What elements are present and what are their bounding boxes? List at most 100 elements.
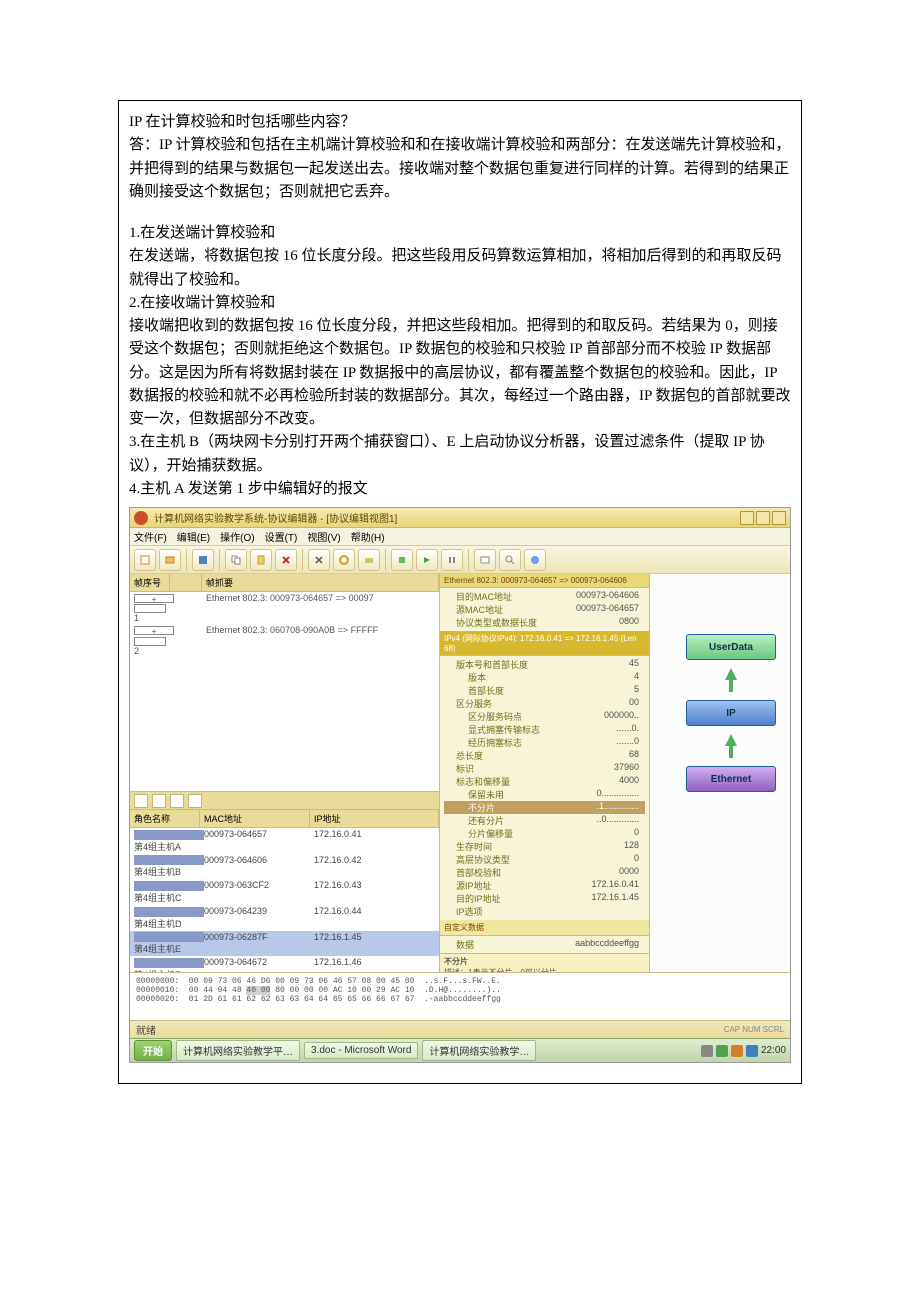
tree-item[interactable]: 保留未用0............... [444, 788, 645, 801]
tree-item[interactable]: IP选项 [444, 905, 645, 918]
toolbar-btn[interactable] [416, 549, 438, 571]
tree-item[interactable]: 经历拥塞标志.......0 [444, 736, 645, 749]
min-button[interactable] [740, 511, 754, 525]
tree-item[interactable]: 显式拥塞传输标志......0. [444, 723, 645, 736]
menu-help[interactable]: 帮助(H) [351, 529, 385, 544]
eth-header: Ethernet 802.3: 000973-064657 => 000973-… [440, 574, 649, 588]
protocol-tree: Ethernet 802.3: 000973-064657 => 000973-… [440, 574, 650, 972]
tray-icon[interactable] [746, 1045, 758, 1057]
tree-item[interactable]: 生存时间128 [444, 840, 645, 853]
host-row[interactable]: 第4组主机C000973-063CF2172.16.0.43 [130, 879, 439, 905]
host-btn[interactable] [134, 794, 148, 808]
tray-icon[interactable] [731, 1045, 743, 1057]
tree-item[interactable]: 不分片.1.............. [444, 801, 645, 814]
step4: 4.主机 A 发送第 1 步中编辑好的报文 [129, 478, 791, 501]
app-screenshot: 计算机网络实验教学系统-协议编辑器 - [协议编辑视图1] 文件(F) 编辑(E… [129, 507, 791, 1063]
tree-item[interactable]: 协议类型或数据长度0800 [444, 616, 645, 629]
host-toolbar [130, 792, 439, 810]
toolbar-btn[interactable] [499, 549, 521, 571]
menu-set[interactable]: 设置(T) [265, 529, 298, 544]
tree-item[interactable]: 版本4 [444, 671, 645, 684]
task-item[interactable]: 计算机网络实验教学平… [176, 1040, 300, 1061]
host-row[interactable]: 第4组主机E000973-06287F172.16.1.45 [130, 931, 439, 957]
toolbar-btn[interactable] [333, 549, 355, 571]
tree-item[interactable]: 分片偏移量0 [444, 827, 645, 840]
toolbar-btn[interactable] [275, 549, 297, 571]
app-icon [134, 511, 148, 525]
step3: 3.在主机 B（两块网卡分别打开两个捕获窗口）、E 上启动协议分析器，设置过滤条… [129, 431, 791, 478]
max-button[interactable] [756, 511, 770, 525]
tree-item[interactable]: 标识37960 [444, 762, 645, 775]
layer-ip: IP [686, 700, 776, 726]
col-seq: 帧序号 [130, 574, 170, 591]
menubar: 文件(F) 编辑(E) 操作(O) 设置(T) 视图(V) 帮助(H) [130, 528, 790, 546]
tree-item[interactable]: 区分服务00 [444, 697, 645, 710]
tree-item[interactable]: 还有分片..0............. [444, 814, 645, 827]
toolbar-btn[interactable] [474, 549, 496, 571]
tree-item[interactable]: 标志和偏移量4000 [444, 775, 645, 788]
host-list: 角色名称 MAC地址 IP地址 第4组主机A000973-064657172.1… [130, 810, 439, 972]
tree-item[interactable]: 区分服务码点000000.. [444, 710, 645, 723]
menu-op[interactable]: 操作(O) [220, 529, 254, 544]
menu-edit[interactable]: 编辑(E) [177, 529, 210, 544]
user-header: 自定义数据 [440, 920, 649, 936]
window-title: 计算机网络实验教学系统-协议编辑器 - [协议编辑视图1] [154, 510, 397, 525]
toolbar-btn[interactable] [192, 549, 214, 571]
tray-icon[interactable] [701, 1045, 713, 1057]
field-hint: 不分片 描述：1表示不分片，0可以分片。 [440, 953, 649, 972]
toolbar-btn[interactable] [134, 549, 156, 571]
col-desc: 帧抓要 [202, 574, 439, 591]
q-answer: 答：IP 计算校验和包括在主机端计算校验和和在接收端计算校验和两部分：在发送端先… [129, 134, 791, 204]
frame-list: 帧序号 帧抓要 +1 Ethernet 802.3: 000973-064657… [130, 574, 439, 792]
toolbar-btn[interactable] [225, 549, 247, 571]
toolbar-btn[interactable] [358, 549, 380, 571]
layer-userdata: UserData [686, 634, 776, 660]
arrow-up-icon [725, 668, 737, 680]
clock: 22:00 [761, 1045, 786, 1056]
col-empty [170, 574, 202, 591]
host-row[interactable]: 第4组主机B000973-064606172.16.0.42 [130, 854, 439, 880]
menu-view[interactable]: 视图(V) [307, 529, 340, 544]
tree-item[interactable]: 首部长度5 [444, 684, 645, 697]
sec2-body: 接收端把收到的数据包按 16 位长度分段，并把这些段相加。把得到的和取反码。若结… [129, 315, 791, 431]
tree-item[interactable]: 版本号和首部长度45 [444, 658, 645, 671]
task-item[interactable]: 3.doc - Microsoft Word [304, 1042, 418, 1059]
host-btn[interactable] [188, 794, 202, 808]
frame-row[interactable]: +1 Ethernet 802.3: 000973-064657 => 0009… [130, 592, 439, 624]
left-pane: 帧序号 帧抓要 +1 Ethernet 802.3: 000973-064657… [130, 574, 440, 972]
toolbar-btn[interactable] [250, 549, 272, 571]
menu-file[interactable]: 文件(F) [134, 529, 167, 544]
toolbar-btn[interactable] [308, 549, 330, 571]
host-btn[interactable] [152, 794, 166, 808]
sec2-title: 2.在接收端计算校验和 [129, 292, 791, 315]
ip-header: IPv4 (网际协议IPv4): 172.16.0.41 => 172.16.1… [440, 631, 649, 656]
statusbar: 就绪 CAP NUM SCRL [130, 1020, 790, 1038]
sec1-body: 在发送端，将数据包按 16 位长度分段。把这些段用反码算数运算相加，将相加后得到… [129, 245, 791, 292]
q-title: IP 在计算校验和时包括哪些内容？ [129, 111, 791, 134]
toolbar-btn[interactable] [391, 549, 413, 571]
host-btn[interactable] [170, 794, 184, 808]
toolbar-btn[interactable] [524, 549, 546, 571]
toolbar-btn[interactable] [159, 549, 181, 571]
start-button[interactable]: 开始 [134, 1040, 172, 1061]
tree-item[interactable]: 高层协议类型0 [444, 853, 645, 866]
close-button[interactable] [772, 511, 786, 525]
tree-item[interactable]: 数据aabbccddeeffgg [444, 938, 645, 951]
toolbar-btn[interactable] [441, 549, 463, 571]
host-row[interactable]: 第4组主机D000973-064239172.16.0.44 [130, 905, 439, 931]
layer-diagram: UserData IP Ethernet [650, 574, 790, 972]
tree-item[interactable]: 源MAC地址000973-064657 [444, 603, 645, 616]
tree-item[interactable]: 总长度68 [444, 749, 645, 762]
status-caps: CAP NUM SCRL [724, 1025, 784, 1034]
frame-row[interactable]: +2 Ethernet 802.3: 060708-090A0B => FFFF… [130, 624, 439, 656]
tree-item[interactable]: 目的IP地址172.16.1.45 [444, 892, 645, 905]
host-row[interactable]: 第4组主机F000973-064672172.16.1.46 [130, 956, 439, 972]
host-row[interactable]: 第4组主机A000973-064657172.16.0.41 [130, 828, 439, 854]
task-item[interactable]: 计算机网络实验教学… [422, 1040, 536, 1061]
sec1-title: 1.在发送端计算校验和 [129, 222, 791, 245]
tree-item[interactable]: 目的MAC地址000973-064606 [444, 590, 645, 603]
toolbar [130, 546, 790, 574]
tree-item[interactable]: 源IP地址172.16.0.41 [444, 879, 645, 892]
tree-item[interactable]: 首部校验和0000 [444, 866, 645, 879]
tray-icon[interactable] [716, 1045, 728, 1057]
